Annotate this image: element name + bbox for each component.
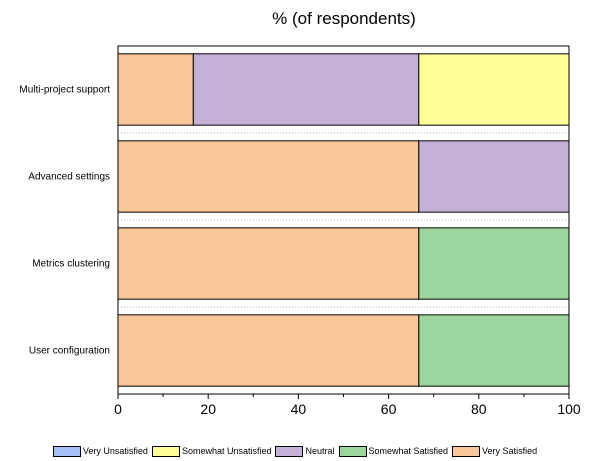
legend-swatch (52, 445, 81, 457)
x-axis-ticks: 0 20 40 60 80 100 (114, 394, 581, 417)
x-tick-label: 60 (381, 401, 397, 417)
bar-segment (117, 140, 420, 213)
category-label: User configuration (29, 346, 110, 357)
bar-segment (117, 53, 194, 126)
bar-segment (418, 140, 570, 213)
legend-item: Neutral (275, 445, 335, 457)
legend-label: Neutral (305, 446, 335, 456)
legend-swatch (151, 445, 180, 457)
legend-label: Somewhat Satisfied (368, 446, 449, 456)
legend-item: Somewhat Unsatisfied (151, 445, 272, 457)
x-tick-label: 0 (114, 401, 122, 417)
legend-item: Very Unsatisfied (52, 445, 148, 457)
stacked-bar-chart: % (of respondents) Multi-project support… (19, 9, 581, 417)
category-label: Multi-project support (19, 85, 110, 96)
bar-segment (418, 314, 570, 387)
legend-swatch (452, 445, 481, 457)
category-label: Advanced settings (28, 172, 110, 183)
x-tick-label: 80 (471, 401, 487, 417)
legend-label: Very Satisfied (482, 446, 538, 456)
legend-item: Very Satisfied (452, 445, 538, 457)
legend-label: Very Unsatisfied (82, 446, 148, 456)
x-tick-label: 40 (291, 401, 307, 417)
legend-swatch (338, 445, 367, 457)
bar-segment (117, 227, 420, 300)
x-tick-label: 100 (557, 401, 581, 417)
legend-label: Somewhat Unsatisfied (181, 446, 272, 456)
bar-segment (418, 53, 570, 126)
x-tick-label: 20 (200, 401, 216, 417)
legend-swatch (275, 445, 304, 457)
legend-item: Somewhat Satisfied (338, 445, 449, 457)
grid-layer (118, 132, 569, 308)
chart-title: % (of respondents) (272, 9, 416, 28)
category-labels: Multi-project support Advanced settings Me… (19, 85, 110, 357)
bar-segment (192, 53, 420, 126)
legend: Very Unsatisfied Somewhat Unsatisfied Neut… (0, 443, 590, 459)
bar-segment (117, 314, 420, 387)
category-label: Metrics clustering (32, 259, 110, 270)
bars-layer (117, 53, 570, 387)
bar-segment (418, 227, 570, 300)
